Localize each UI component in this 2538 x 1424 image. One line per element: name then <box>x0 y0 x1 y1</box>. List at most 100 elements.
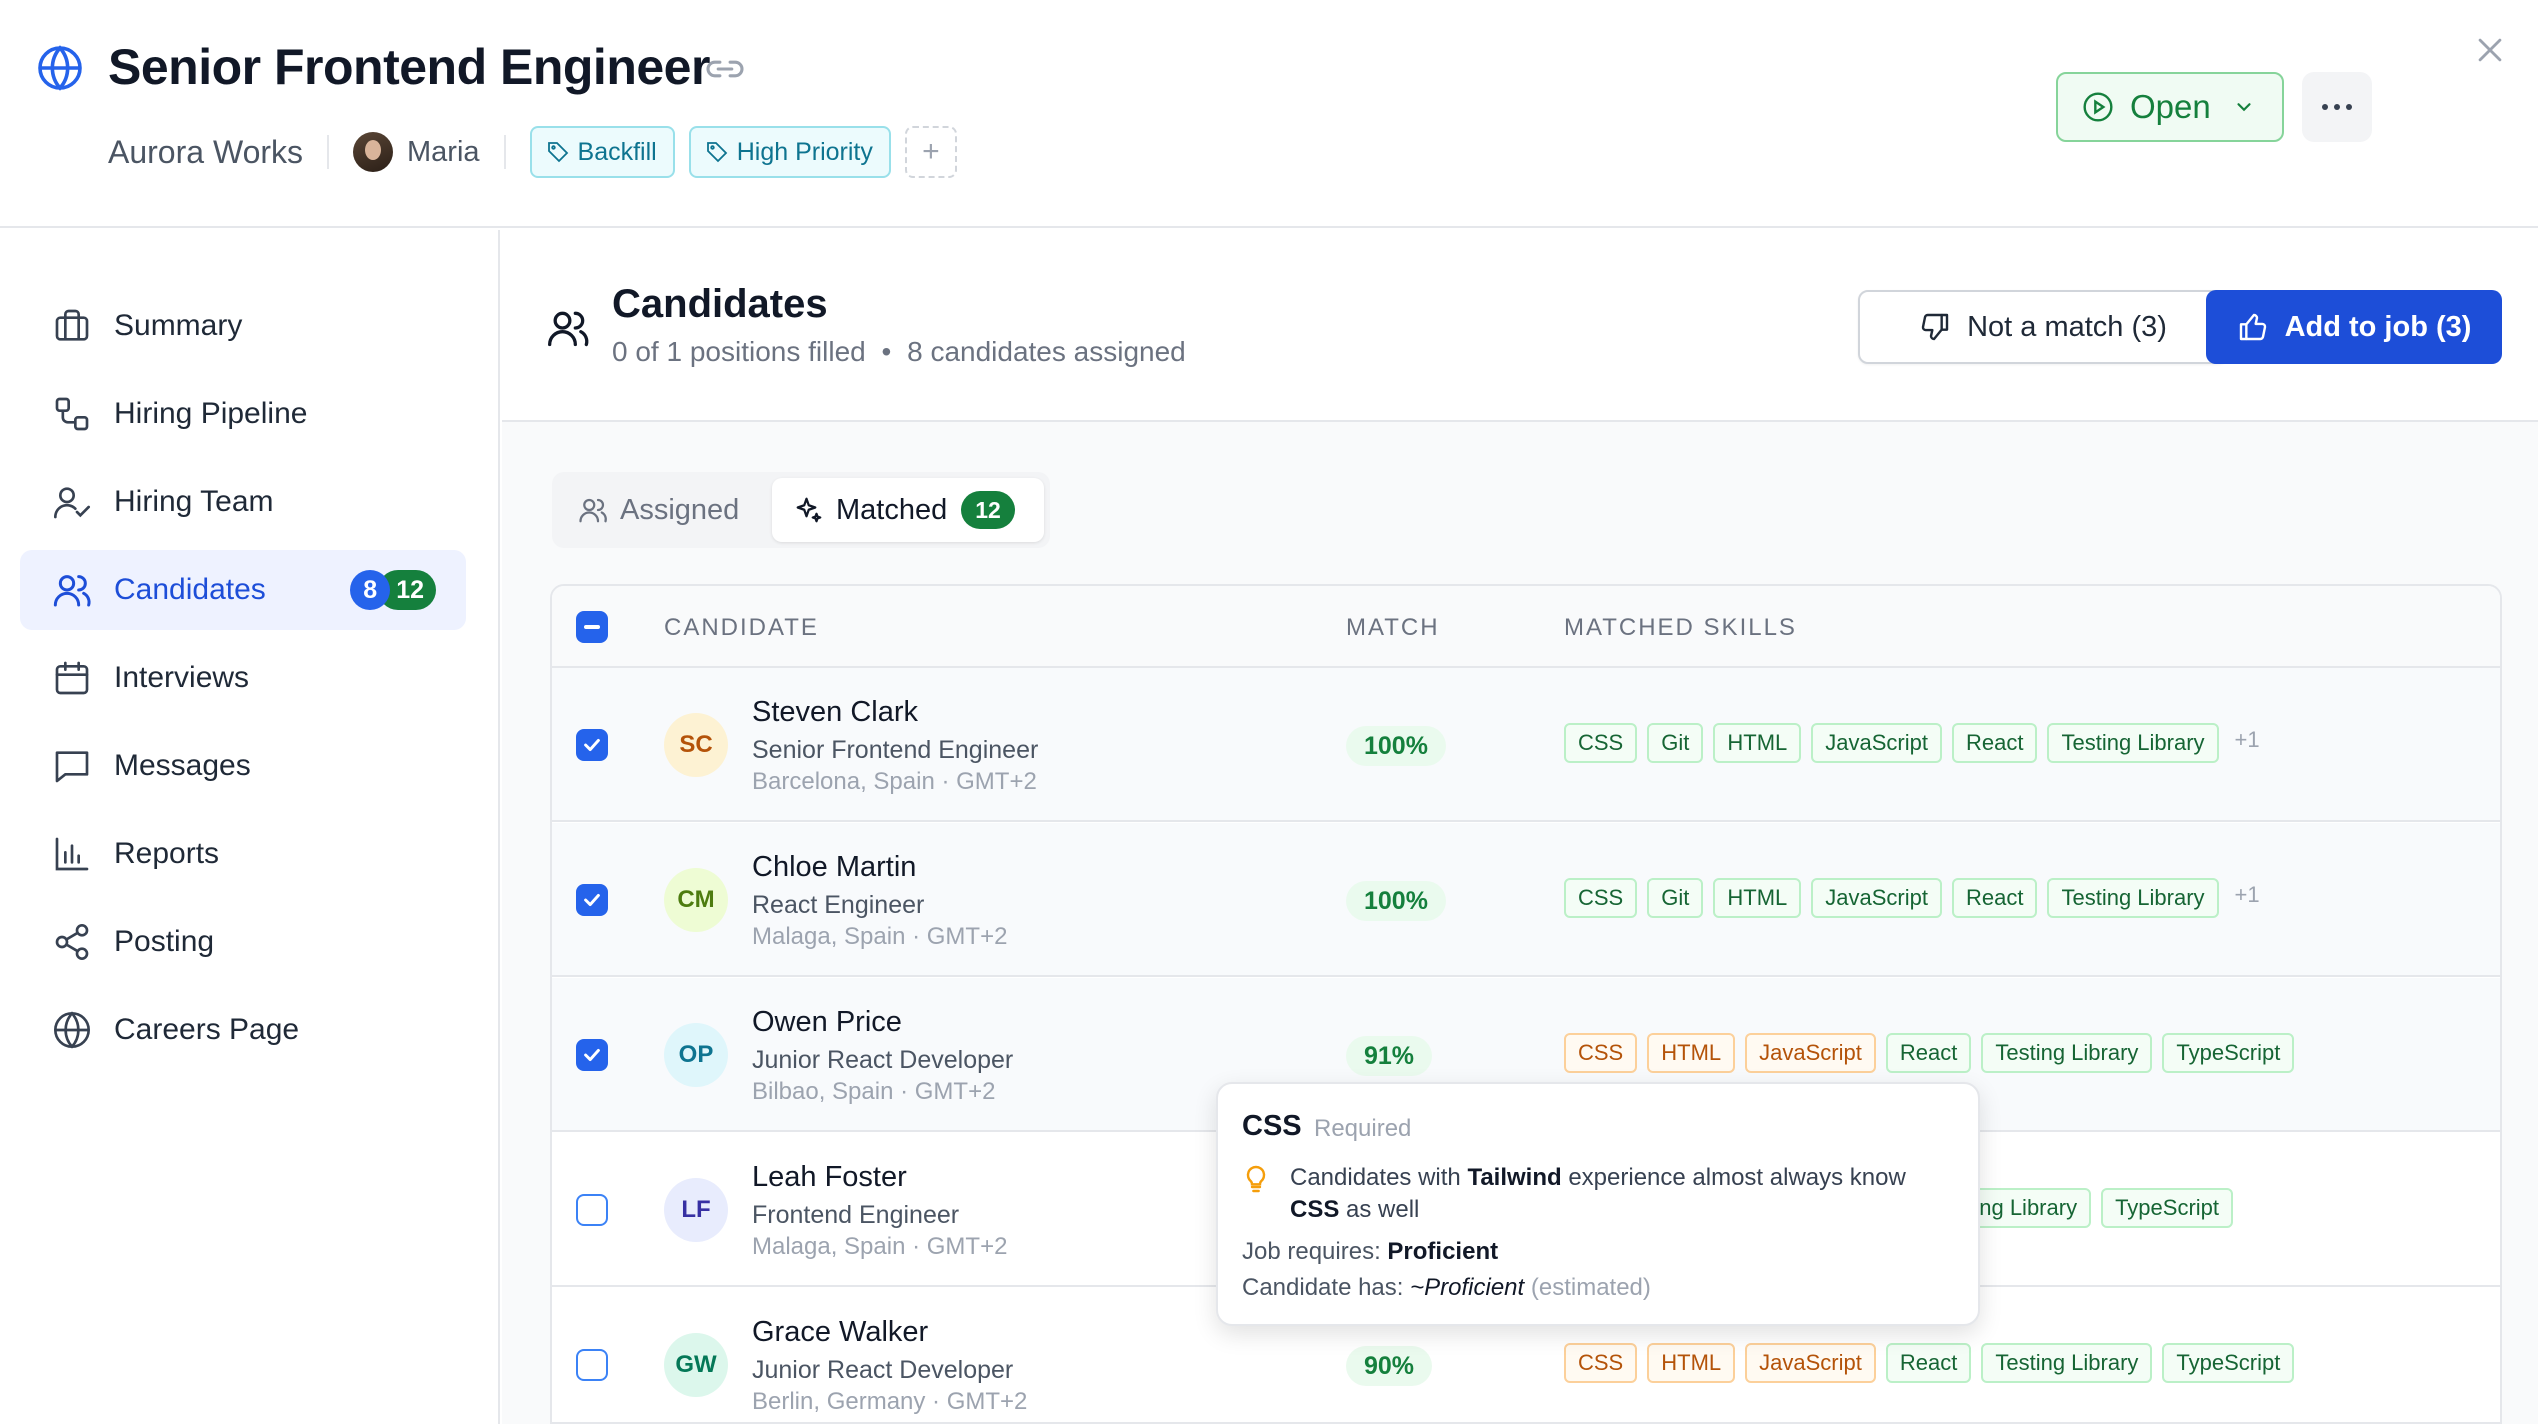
more-options-button[interactable] <box>2302 72 2372 142</box>
globe-icon <box>54 1011 90 1049</box>
row-checkbox[interactable] <box>576 1194 608 1226</box>
job-title: Senior Frontend Engineer <box>108 39 710 95</box>
table-row[interactable]: GW Grace Walker Junior React Developer Berl… <box>552 1288 2500 1422</box>
skill-tooltip: CSS Required Candidates with Tailwind ex… <box>1216 1082 1980 1326</box>
message-icon <box>55 751 89 783</box>
skill-chip[interactable]: HTML <box>1647 1343 1736 1383</box>
skill-chip[interactable]: TypeScript <box>2101 1188 2234 1228</box>
sidebar-item-interviews[interactable]: Interviews <box>20 638 466 718</box>
skill-chip[interactable]: React <box>1885 1343 1972 1383</box>
tab-label: Matched <box>836 493 948 526</box>
not-a-match-button[interactable]: Not a match (3) <box>1858 290 2228 364</box>
sidebar-item-label: Messages <box>114 749 251 782</box>
skill-chip[interactable]: HTML <box>1713 723 1802 763</box>
skill-chip[interactable]: Testing Library <box>2047 723 2219 763</box>
button-label: Not a match (3) <box>1967 310 2167 343</box>
candidate-avatar: SC <box>664 713 728 777</box>
table-row[interactable]: CM Chloe Martin React Engineer Malaga, Spai… <box>552 823 2500 977</box>
status-label: Open <box>2130 88 2211 125</box>
close-button[interactable] <box>2468 28 2512 72</box>
skill-chip[interactable]: Git <box>1647 878 1704 918</box>
skill-chip[interactable]: JavaScript <box>1745 1343 1876 1383</box>
matched-skills: CSS Git HTML JavaScript React Testing Library… <box>1564 723 2260 763</box>
candidate-avatar: LF <box>664 1178 728 1242</box>
candidate-name[interactable]: Leah Foster <box>752 1161 907 1193</box>
sidebar-item-posting[interactable]: Posting <box>20 902 466 982</box>
more-skills-count[interactable]: +1 <box>2234 882 2260 907</box>
sidebar-item-candidates[interactable]: Candidates 8 12 <box>20 550 466 630</box>
skill-chip[interactable]: Testing Library <box>1981 1343 2153 1383</box>
row-checkbox[interactable] <box>576 729 608 761</box>
owner-avatar <box>353 132 394 172</box>
candidate-avatar: OP <box>664 1023 728 1087</box>
tab-matched[interactable]: Matched 12 <box>772 478 1044 542</box>
sidebar-item-summary[interactable]: Summary <box>20 286 466 366</box>
row-checkbox[interactable] <box>576 1349 608 1381</box>
sidebar-item-messages[interactable]: Messages <box>20 726 466 806</box>
matched-count-badge: 12 <box>961 491 1015 529</box>
users-icon <box>548 311 589 347</box>
add-tag-button[interactable]: + <box>904 126 957 178</box>
job-requires-label: Job requires: <box>1242 1238 1388 1265</box>
skill-chip[interactable]: Testing Library <box>1981 1033 2153 1073</box>
table-row[interactable]: SC Steven Clark Senior Frontend Engineer Ba… <box>552 668 2500 822</box>
skill-chip[interactable]: CSS <box>1564 1033 1638 1073</box>
skill-chip[interactable]: CSS <box>1564 1343 1638 1383</box>
candidate-name[interactable]: Steven Clark <box>752 696 919 728</box>
tip-text: as well <box>1339 1196 1420 1223</box>
tag-label: High Priority <box>736 137 873 166</box>
skill-chip[interactable]: JavaScript <box>1811 723 1942 763</box>
sidebar-item-reports[interactable]: Reports <box>20 814 466 894</box>
skill-chip[interactable]: JavaScript <box>1745 1033 1876 1073</box>
select-all-checkbox[interactable] <box>576 611 608 643</box>
more-skills-count[interactable]: +1 <box>2234 727 2260 752</box>
tag-high-priority[interactable]: High Priority <box>688 126 891 178</box>
sidebar-item-hiring-pipeline[interactable]: Hiring Pipeline <box>20 374 466 454</box>
positions-filled: 0 of 1 positions filled <box>612 336 866 367</box>
skill-chip[interactable]: HTML <box>1647 1033 1736 1073</box>
chevron-down-icon <box>2237 103 2251 112</box>
assigned-count-badge: 8 <box>350 570 391 610</box>
lightbulb-icon <box>1246 1165 1266 1193</box>
skill-chip[interactable]: React <box>1951 723 2038 763</box>
candidate-name[interactable]: Owen Price <box>752 1006 902 1038</box>
tip-text: Candidates with <box>1290 1164 1468 1191</box>
skill-chip[interactable]: CSS <box>1564 878 1638 918</box>
positions-summary: 0 of 1 positions filled • 8 candidates a… <box>612 336 1186 368</box>
tag-label: Backfill <box>577 137 657 166</box>
tooltip-required-label: Required <box>1314 1115 1412 1142</box>
skill-chip[interactable]: JavaScript <box>1811 878 1942 918</box>
candidate-name[interactable]: Grace Walker <box>752 1316 929 1348</box>
skill-chip[interactable]: Git <box>1647 723 1704 763</box>
tag-backfill[interactable]: Backfill <box>529 126 675 178</box>
skill-chip[interactable]: React <box>1885 1033 1972 1073</box>
link-icon[interactable] <box>704 52 746 86</box>
skill-chip[interactable]: Testing Library <box>2047 878 2219 918</box>
add-to-job-button[interactable]: Add to job (3) <box>2206 290 2502 364</box>
divider <box>327 135 330 169</box>
matched-skills: CSS HTML JavaScript React Testing Library Typ… <box>1564 1343 2304 1383</box>
skill-chip[interactable]: CSS <box>1564 723 1638 763</box>
play-circle-icon <box>2083 92 2113 122</box>
briefcase-icon <box>55 309 89 341</box>
sidebar-item-careers-page[interactable]: Careers Page <box>20 990 466 1070</box>
check-icon <box>584 893 600 907</box>
thumbs-up-icon <box>2239 313 2266 341</box>
skill-chip[interactable]: TypeScript <box>2162 1343 2295 1383</box>
tab-assigned[interactable]: Assigned <box>578 478 739 542</box>
status-dropdown[interactable]: Open <box>2056 72 2284 142</box>
candidate-name[interactable]: Chloe Martin <box>752 851 917 883</box>
row-checkbox[interactable] <box>576 1039 608 1071</box>
candidate-role: Junior React Developer <box>752 1356 1014 1384</box>
sidebar-item-label: Summary <box>114 309 243 342</box>
divider <box>503 135 506 169</box>
tag-icon <box>706 142 727 163</box>
candidate-location: Bilbao, Spain · GMT+2 <box>752 1078 996 1105</box>
column-candidate: CANDIDATE <box>664 614 819 641</box>
skill-chip[interactable]: React <box>1951 878 2038 918</box>
row-checkbox[interactable] <box>576 884 608 916</box>
candidate-role: React Engineer <box>752 891 925 919</box>
skill-chip[interactable]: HTML <box>1713 878 1802 918</box>
sidebar-item-hiring-team[interactable]: Hiring Team <box>20 462 466 542</box>
skill-chip[interactable]: TypeScript <box>2162 1033 2295 1073</box>
